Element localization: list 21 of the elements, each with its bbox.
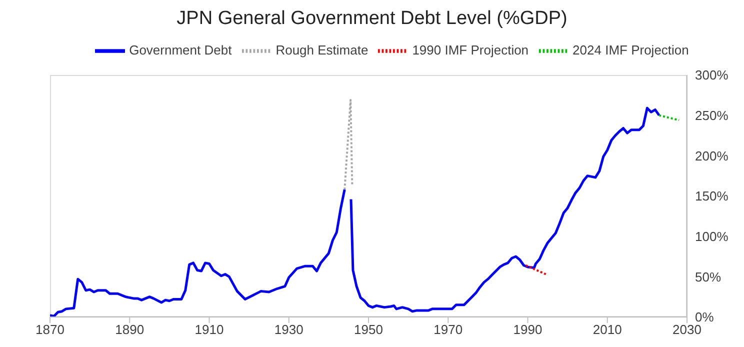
y-tick-label: 100%	[695, 228, 729, 244]
legend-label: Rough Estimate	[276, 42, 368, 58]
y-tick-label: 50%	[695, 269, 722, 284]
y-tick-label: 150%	[695, 188, 729, 204]
y-tick-label: 250%	[695, 108, 729, 123]
x-tick-label: 2010	[592, 322, 622, 338]
x-tick-label: 1990	[513, 322, 542, 338]
x-tick-label: 1910	[194, 322, 224, 338]
x-tick-label: 1890	[115, 322, 144, 338]
y-tick-label: 0%	[695, 310, 714, 325]
x-tick-label: 1930	[274, 322, 304, 338]
chart-title: JPN General Government Debt Level (%GDP)	[176, 8, 568, 30]
x-tick-label: 1870	[36, 322, 64, 338]
legend-label: 2024 IMF Projection	[572, 42, 689, 58]
legend-label: 1990 IMF Projection	[412, 42, 529, 58]
x-tick-label: 2030	[672, 322, 702, 338]
legend-label: Government Debt	[129, 42, 232, 58]
x-tick-label: 1950	[354, 322, 383, 338]
y-tick-label: 200%	[695, 148, 729, 164]
x-tick-label: 1970	[434, 322, 463, 338]
y-tick-label: 300%	[695, 68, 729, 83]
